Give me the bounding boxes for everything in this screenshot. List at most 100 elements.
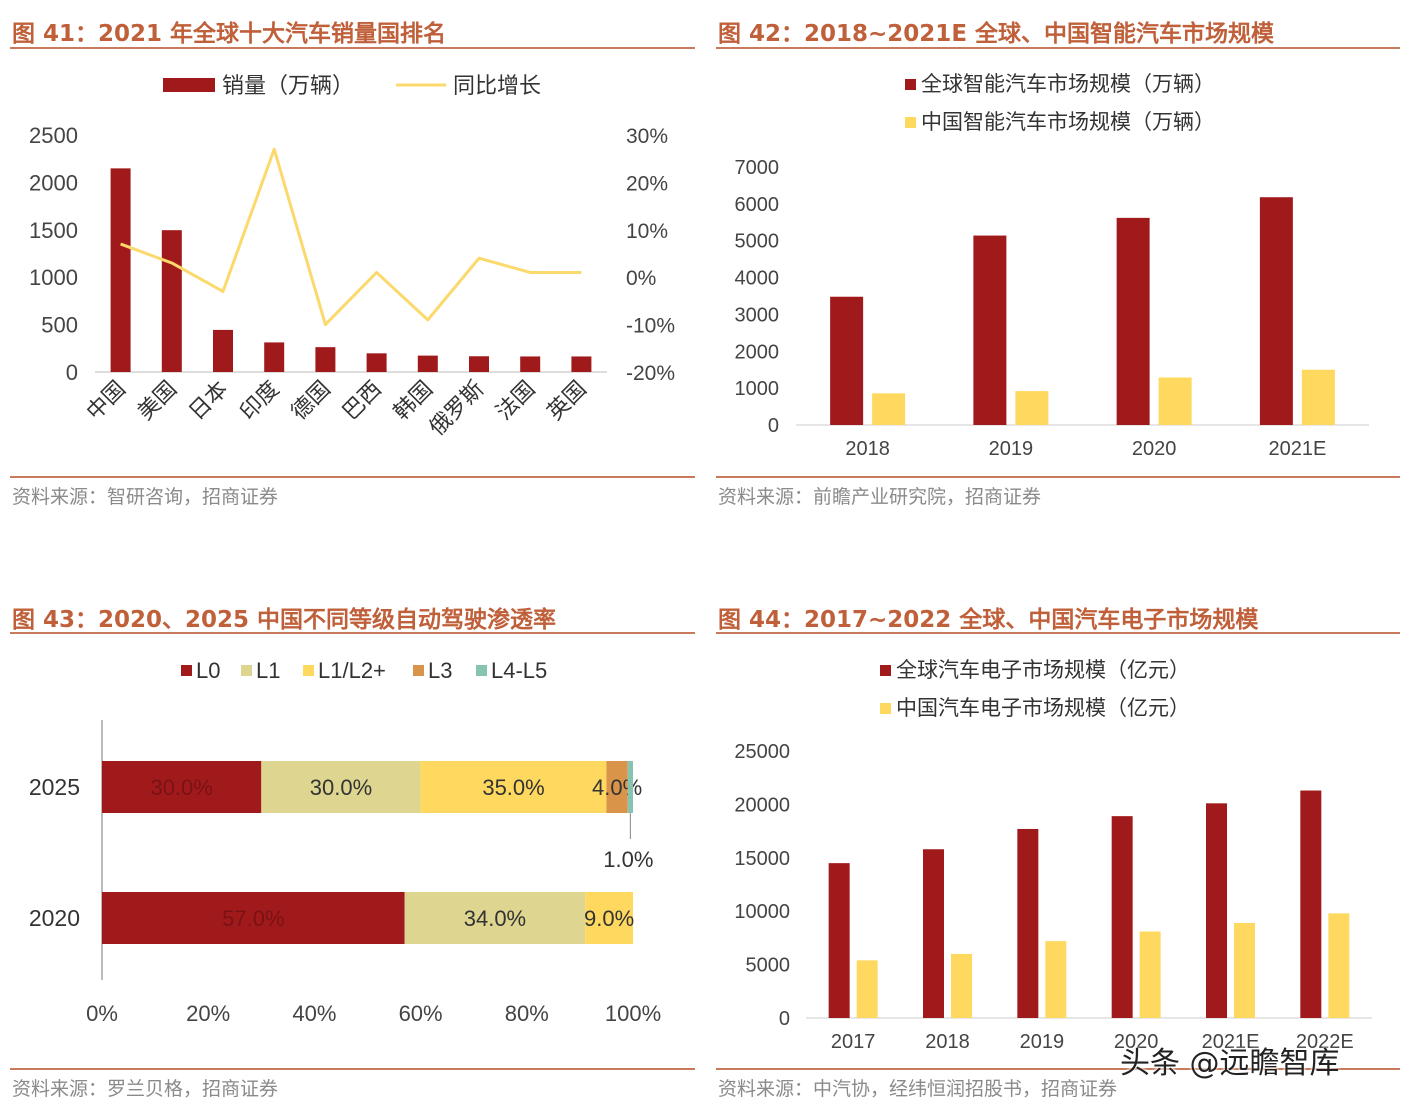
x-tick-label: 0%: [86, 1001, 118, 1026]
bar-sales-6: [417, 355, 438, 372]
chart-43-source-rule: [10, 1068, 695, 1070]
chart-43-source: 资料来源：罗兰贝格，招商证券: [12, 1078, 279, 1100]
y-tick-label: 4000: [735, 268, 780, 290]
legend-label-growth: 同比增长: [453, 73, 541, 98]
y-tick-label: 7000: [735, 157, 780, 179]
chart-42-source: 资料来源：前瞻产业研究院，招商证券: [718, 486, 1042, 508]
segment-label: 30.0%: [150, 775, 212, 800]
chart-41-sales-ranking: 销量（万辆） 同比增长 0 500 1000 1500 2000 2500 -20% -10% 0%…: [29, 73, 675, 440]
x-tick-label: 2017: [831, 1031, 876, 1053]
bar-s0-2: [1017, 828, 1039, 1018]
chart-41-source-rule: [10, 476, 695, 478]
chart-44-source-rule: [716, 1068, 1400, 1070]
x-tick-label: 100%: [605, 1001, 661, 1026]
x-tick-label: 德国: [286, 376, 335, 425]
y-tick-label: 25000: [734, 741, 790, 763]
bar-s1-1: [951, 953, 972, 1018]
bar-s1-5: [1328, 913, 1350, 1018]
bar-s0-0: [830, 296, 864, 425]
legend-swatch-sales: [163, 78, 215, 92]
legend-swatch-2: [303, 665, 314, 676]
chart-41-title-rule: [10, 47, 695, 49]
x-tick-label: 2020: [1114, 1031, 1159, 1053]
legend-swatch-0: [181, 665, 192, 676]
y-right-tick-label: -10%: [626, 315, 675, 338]
legend-label-4: L4-L5: [491, 658, 547, 683]
y-right-tick-label: 10%: [626, 220, 668, 243]
legend-swatch-0: [880, 665, 891, 676]
bar-sales-9: [571, 356, 592, 372]
legend-label-1: L1: [256, 658, 280, 683]
segment-0-3: [606, 761, 628, 813]
bar-s0-1: [923, 849, 944, 1018]
bar-s1-1: [1015, 391, 1049, 425]
y-tick-label: 6000: [735, 194, 780, 216]
chart-41-title: 图 41：2021 年全球十大汽车销量国排名: [12, 21, 447, 47]
legend-swatch-1: [905, 117, 916, 128]
y-right-tick-label: 30%: [626, 125, 668, 148]
y-tick-label: 5000: [746, 955, 791, 977]
bar-sales-5: [366, 353, 387, 372]
segment-1-2: [585, 892, 633, 944]
y-tick-label: 10000: [734, 901, 790, 923]
bar-s1-0: [872, 393, 906, 425]
chart-44-source: 资料来源：中汽协，经纬恒润招股书，招商证券: [718, 1078, 1118, 1100]
bar-s0-3: [1259, 197, 1293, 425]
chart-44-auto-electronics-market: 全球汽车电子市场规模（亿元） 中国汽车电子市场规模（亿元） 0 5000 10000 15…: [734, 659, 1372, 1053]
x-tick-label: 俄罗斯: [424, 376, 488, 440]
bar-sales-8: [520, 356, 541, 372]
segment-0-1: [261, 761, 421, 813]
y-tick-label: 15000: [734, 848, 790, 870]
y-tick-label: 5000: [735, 231, 780, 253]
y-tick-label: 0: [779, 1008, 790, 1030]
bar-s1-3: [1139, 931, 1161, 1018]
segment-label: 1.0%: [603, 847, 653, 872]
chart-42-smart-car-market: 全球智能汽车市场规模（万辆） 中国智能汽车市场规模（万辆） 0 1000 2000 300…: [735, 73, 1369, 460]
segment-1-0: [102, 892, 405, 944]
bar-sales-7: [469, 356, 489, 372]
legend-swatch-4: [476, 665, 487, 676]
bar-s0-4: [1206, 803, 1227, 1018]
chart-43-title: 图 43：2020、2025 中国不同等级自动驾驶渗透率: [12, 607, 557, 633]
segment-0-0: [102, 761, 262, 813]
x-tick-label: 中国: [81, 376, 130, 425]
y-tick-label: 3000: [735, 304, 780, 326]
bar-sales-0: [110, 168, 131, 372]
y-left-tick-label: 2500: [29, 123, 78, 148]
chart-43-autonomy-penetration: L0 L1 L1/L2+ L3 L4-L5 2025 30.0% 30.0% 35.0% 4.0%…: [29, 658, 661, 1026]
x-tick-label: 2021E: [1268, 438, 1326, 460]
bar-s1-4: [1234, 922, 1255, 1018]
legend-swatch-1: [241, 665, 252, 676]
chart-41-source: 资料来源：智研咨询，招商证券: [12, 486, 279, 508]
bar-s1-2: [1158, 377, 1192, 425]
x-tick-label: 日本: [184, 376, 233, 425]
y-right-tick-label: -20%: [626, 362, 675, 385]
segment-0-4: [627, 761, 633, 813]
y-right-tick-label: 20%: [626, 172, 668, 195]
bar-sales-3: [264, 342, 285, 372]
x-tick-label: 法国: [491, 376, 540, 425]
x-tick-label: 2019: [1020, 1031, 1065, 1053]
x-tick-label: 印度: [235, 376, 284, 425]
segment-1-1: [404, 892, 586, 944]
y-right-tick-label: 0%: [626, 267, 656, 290]
y-left-tick-label: 1000: [29, 265, 78, 290]
bar-s1-0: [856, 960, 878, 1018]
bar-s0-3: [1111, 816, 1133, 1018]
x-tick-label: 2018: [925, 1031, 970, 1053]
chart-43-title-rule: [10, 632, 695, 634]
legend-swatch-1: [880, 703, 891, 714]
segment-label: 4.0%: [592, 775, 642, 800]
bar-s0-5: [1300, 790, 1322, 1018]
y-left-tick-label: 1500: [29, 218, 78, 243]
bar-s0-1: [973, 235, 1007, 425]
y-tick-label: 0: [768, 415, 779, 437]
x-tick-label: 20%: [186, 1001, 230, 1026]
chart-42-title: 图 42：2018~2021E 全球、中国智能汽车市场规模: [718, 21, 1275, 47]
bar-s1-3: [1301, 369, 1335, 425]
x-tick-label: 英国: [542, 376, 591, 425]
bar-sales-1: [161, 230, 182, 372]
segment-label: 35.0%: [482, 775, 544, 800]
row-label: 2020: [29, 905, 80, 931]
x-tick-label: 2020: [1132, 438, 1177, 460]
